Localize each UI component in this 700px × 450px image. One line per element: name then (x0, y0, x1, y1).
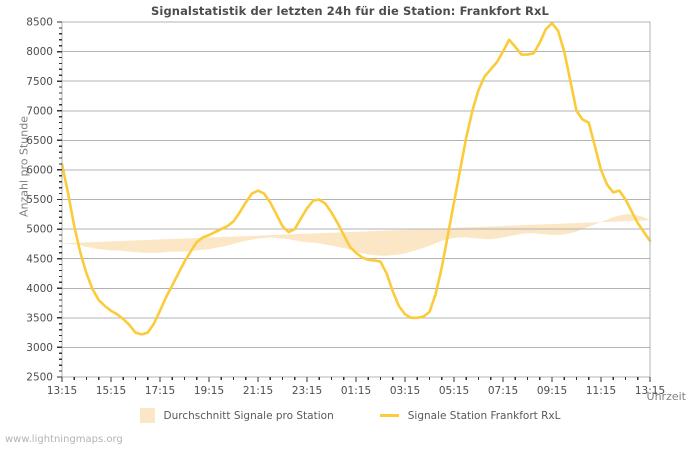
x-tick-label: 05:15 (439, 385, 469, 397)
x-axis-title: Uhrzeit (646, 390, 686, 403)
y-tick-label: 7000 (26, 105, 53, 117)
chart-legend: Durchschnitt Signale pro Station Signale… (0, 408, 700, 423)
x-tick-label: 23:15 (292, 385, 322, 397)
y-tick-label: 4000 (26, 283, 53, 295)
y-tick-label: 8500 (26, 17, 53, 29)
x-tick-label: 21:15 (243, 385, 273, 397)
y-tick-label: 3000 (26, 342, 53, 354)
legend-label-station: Signale Station Frankfort RxL (407, 409, 561, 422)
x-tick-label: 19:15 (194, 385, 224, 397)
x-tick-label: 13:15 (47, 385, 77, 397)
legend-item-average: Durchschnitt Signale pro Station (139, 408, 334, 423)
legend-item-station: Signale Station Frankfort RxL (379, 409, 561, 422)
legend-label-average: Durchschnitt Signale pro Station (163, 409, 334, 422)
x-tick-label: 03:15 (390, 385, 420, 397)
x-tick-label: 09:15 (537, 385, 567, 397)
area-swatch-icon (139, 408, 155, 423)
station-line-path (60, 21, 652, 336)
x-tick-label: 13:15 (635, 385, 665, 397)
average-area-series (62, 214, 650, 256)
x-tick-label: 11:15 (586, 385, 616, 397)
average-area-path (62, 214, 650, 256)
x-tick-label: 01:15 (341, 385, 371, 397)
watermark-text: www.lightningmaps.org (5, 434, 123, 445)
y-tick-label: 2500 (26, 372, 53, 384)
y-tick-label: 3500 (26, 312, 53, 324)
x-tick-label: 07:15 (488, 385, 518, 397)
y-tick-label: 4500 (26, 253, 53, 265)
line-swatch-icon (379, 414, 399, 417)
y-tick-label: 5000 (26, 224, 53, 236)
chart-title: Signalstatistik der letzten 24h für die … (151, 4, 549, 18)
y-tick-label: 6000 (26, 165, 53, 177)
station-line-series (60, 21, 652, 336)
y-tick-label: 6500 (26, 135, 53, 147)
x-tick-label: 15:15 (96, 385, 126, 397)
y-tick-label: 7500 (26, 76, 53, 88)
axes-ticks: 2500 3000 3500 4000 4500 5000 5500 6000 6500 7000… (26, 17, 665, 397)
x-tick-label: 17:15 (145, 385, 175, 397)
y-tick-label: 5500 (26, 194, 53, 206)
y-tick-label: 8000 (26, 46, 53, 58)
gridlines (62, 21, 650, 348)
